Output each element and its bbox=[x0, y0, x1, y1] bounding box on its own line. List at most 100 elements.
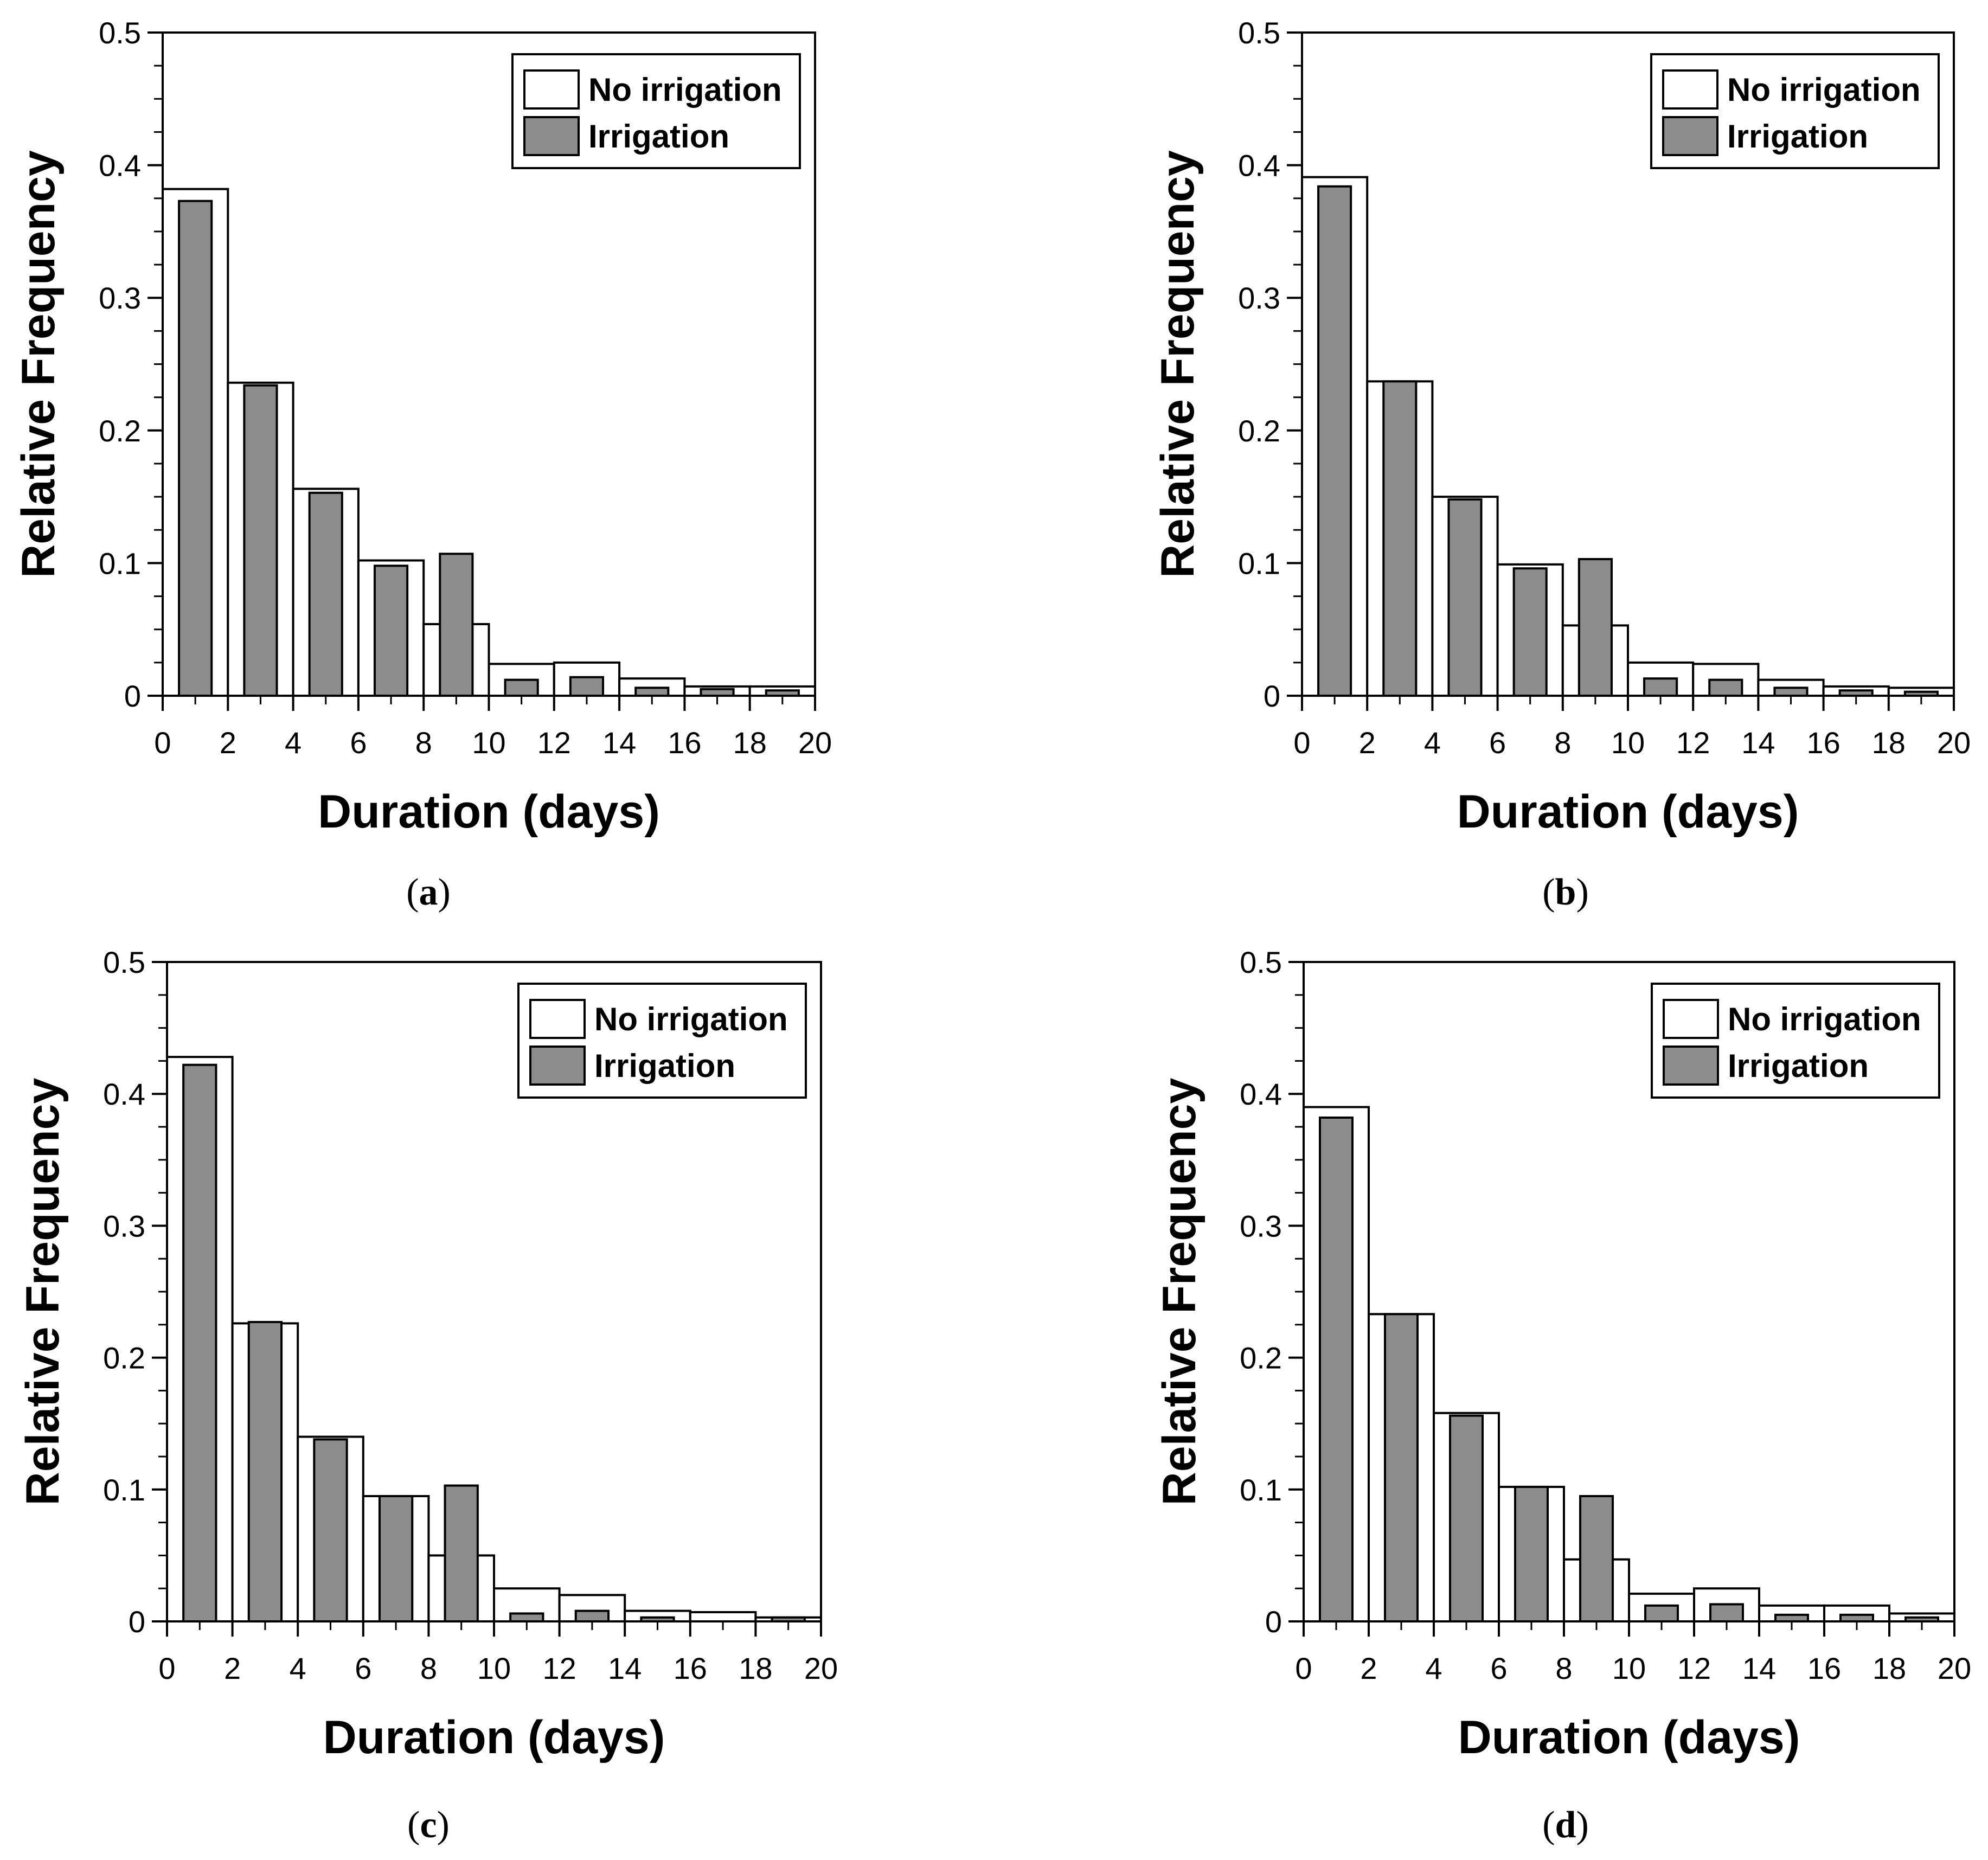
legend: No irrigation Irrigation bbox=[1650, 53, 1940, 169]
x-tick-label: 16 bbox=[668, 726, 701, 760]
x-axis-title: Duration (days) bbox=[318, 786, 660, 838]
y-tick-label: 0 bbox=[1265, 1605, 1282, 1639]
legend-swatch-irrigation bbox=[523, 116, 580, 156]
legend-swatch-irrigation bbox=[529, 1046, 586, 1086]
x-tick-label: 14 bbox=[602, 726, 636, 760]
bar-irrigation-1 bbox=[1382, 380, 1418, 697]
legend: No irrigation Irrigation bbox=[1651, 983, 1940, 1099]
chart-panel-b: 0 0.1 0.2 0.3 0.4 0.5 0 2 4 6 8 10 12 14 16 18 20 Duratio… bbox=[1152, 16, 1971, 913]
panel-caption-letter: c bbox=[420, 1804, 437, 1846]
x-tick-label: 18 bbox=[1872, 726, 1906, 760]
y-tick-label: 0.5 bbox=[1240, 945, 1282, 979]
y-tick-label: 0 bbox=[1264, 679, 1280, 713]
legend-label-no-irrigation: No irrigation bbox=[588, 72, 782, 108]
x-tick-label: 2 bbox=[1360, 1651, 1377, 1685]
x-tick-label: 8 bbox=[1554, 726, 1571, 760]
y-tick-label: 0.3 bbox=[103, 1209, 145, 1243]
bar-irrigation-5 bbox=[509, 1612, 544, 1622]
x-tick-label: 14 bbox=[608, 1651, 642, 1685]
bar-irrigation-5 bbox=[1644, 1604, 1679, 1622]
bar-irrigation-4 bbox=[444, 1484, 479, 1622]
legend-swatch-irrigation bbox=[1663, 1046, 1719, 1086]
panel-caption: (c) bbox=[407, 1804, 450, 1846]
x-tick-label: 16 bbox=[1807, 1651, 1841, 1685]
chart-panel-d: 0 0.1 0.2 0.3 0.4 0.5 0 2 4 6 8 10 12 14 16 18 20 Duratio… bbox=[1153, 945, 1971, 1846]
legend: No irrigation Irrigation bbox=[517, 983, 807, 1099]
panel-caption: (d) bbox=[1542, 1804, 1589, 1846]
x-tick-label: 6 bbox=[350, 726, 367, 760]
x-tick-label: 20 bbox=[798, 726, 832, 760]
panel-caption: (b) bbox=[1542, 871, 1589, 913]
bar-irrigation-2 bbox=[308, 491, 343, 697]
legend-label-no-irrigation: No irrigation bbox=[594, 1001, 788, 1037]
x-tick-label: 20 bbox=[804, 1651, 838, 1685]
y-tick-label: 0.4 bbox=[1240, 1077, 1282, 1111]
x-tick-label: 4 bbox=[1424, 726, 1441, 760]
bar-irrigation-7 bbox=[634, 687, 670, 697]
x-tick-label: 20 bbox=[1937, 726, 1971, 760]
legend-label-irrigation: Irrigation bbox=[588, 118, 729, 155]
x-tick-label: 0 bbox=[1293, 726, 1310, 760]
x-tick-label: 12 bbox=[542, 1651, 576, 1685]
y-tick-label: 0.4 bbox=[99, 149, 141, 183]
x-axis-title: Duration (days) bbox=[323, 1711, 665, 1763]
x-tick-label: 18 bbox=[1872, 1651, 1906, 1685]
chart-panel-a: 0 0.1 0.2 0.3 0.4 0.5 0 2 4 6 8 10 12 14 16 18 20 Duratio… bbox=[12, 16, 832, 913]
legend-swatch-no-irrigation bbox=[1663, 999, 1719, 1039]
x-tick-label: 14 bbox=[1741, 726, 1775, 760]
panel-caption-letter: b bbox=[1555, 871, 1576, 913]
x-tick-label: 6 bbox=[1489, 726, 1506, 760]
legend-swatch-no-irrigation bbox=[529, 999, 586, 1039]
x-tick-label: 10 bbox=[1612, 1651, 1646, 1685]
x-tick-label: 8 bbox=[1555, 1651, 1572, 1685]
x-tick-label: 14 bbox=[1742, 1651, 1776, 1685]
legend-swatch-no-irrigation bbox=[523, 69, 580, 110]
bar-irrigation-2 bbox=[1447, 498, 1483, 697]
x-tick-label: 2 bbox=[224, 1651, 241, 1685]
x-tick-label: 10 bbox=[477, 1651, 511, 1685]
panel-caption-letter: a bbox=[419, 871, 438, 913]
bar-irrigation-0 bbox=[1317, 185, 1352, 697]
bar-irrigation-3 bbox=[1514, 1485, 1549, 1623]
legend-swatch-irrigation bbox=[1662, 116, 1718, 156]
x-axis-title: Duration (days) bbox=[1457, 786, 1799, 838]
legend-label-irrigation: Irrigation bbox=[1727, 118, 1868, 155]
bar-irrigation-3 bbox=[1512, 567, 1548, 697]
x-tick-label: 16 bbox=[674, 1651, 707, 1685]
y-axis-title: Relative Frequency bbox=[17, 1078, 69, 1506]
x-tick-label: 0 bbox=[158, 1651, 175, 1685]
y-tick-label: 0.1 bbox=[1238, 546, 1280, 580]
bar-irrigation-2 bbox=[1449, 1414, 1484, 1622]
legend-label-no-irrigation: No irrigation bbox=[1727, 72, 1921, 108]
x-tick-label: 0 bbox=[154, 726, 171, 760]
y-tick-label: 0.5 bbox=[103, 945, 145, 979]
x-tick-label: 12 bbox=[1676, 726, 1710, 760]
bar-irrigation-0 bbox=[178, 200, 213, 697]
x-tick-label: 18 bbox=[739, 1651, 772, 1685]
x-tick-label: 10 bbox=[1611, 726, 1645, 760]
y-tick-label: 0.3 bbox=[99, 281, 141, 315]
legend: No irrigation Irrigation bbox=[511, 53, 801, 169]
x-tick-label: 18 bbox=[733, 726, 767, 760]
y-axis-title: Relative Frequency bbox=[1153, 1078, 1205, 1506]
bar-irrigation-0 bbox=[182, 1063, 217, 1622]
y-tick-label: 0.5 bbox=[99, 16, 141, 50]
y-tick-label: 0.1 bbox=[1240, 1473, 1282, 1507]
bar-irrigation-1 bbox=[247, 1320, 283, 1623]
x-tick-label: 0 bbox=[1295, 1651, 1312, 1685]
x-tick-label: 20 bbox=[1938, 1651, 1971, 1685]
y-tick-label: 0.1 bbox=[99, 546, 141, 580]
y-tick-label: 0.2 bbox=[99, 414, 141, 448]
bar-irrigation-6 bbox=[569, 676, 605, 697]
bar-irrigation-3 bbox=[373, 565, 409, 697]
panel-caption-letter: d bbox=[1555, 1804, 1576, 1846]
y-tick-label: 0.2 bbox=[103, 1341, 145, 1375]
bar-irrigation-4 bbox=[1579, 1495, 1614, 1622]
bar-irrigation-3 bbox=[378, 1495, 414, 1622]
bar-no-irrigation-8 bbox=[689, 1611, 757, 1623]
x-tick-label: 8 bbox=[415, 726, 432, 760]
bar-irrigation-1 bbox=[243, 384, 278, 697]
y-tick-label: 0.1 bbox=[103, 1473, 145, 1507]
x-tick-label: 4 bbox=[1425, 1651, 1442, 1685]
panel-caption: (a) bbox=[406, 871, 451, 913]
